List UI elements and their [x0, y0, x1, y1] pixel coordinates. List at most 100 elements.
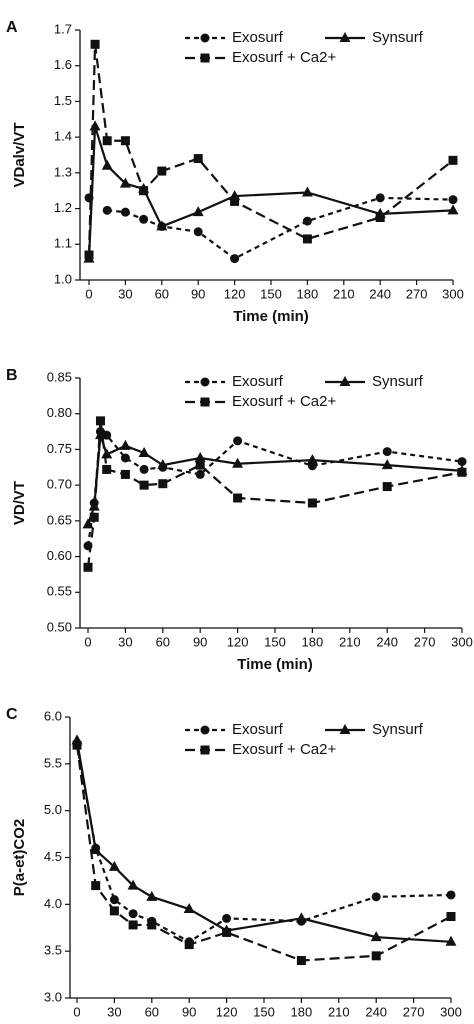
marker [375, 193, 385, 203]
y-tick-label: 5.0 [44, 802, 62, 817]
y-tick-label: 0.70 [47, 477, 72, 492]
y-tick-label: 4.0 [44, 896, 62, 911]
marker [230, 196, 240, 206]
x-tick-label: 120 [224, 286, 246, 301]
marker [233, 493, 243, 503]
x-tick-label: 60 [145, 1004, 159, 1019]
marker [296, 956, 306, 966]
marker [382, 447, 392, 457]
marker [302, 234, 312, 244]
x-tick-label: 180 [302, 634, 324, 649]
marker [457, 467, 467, 477]
x-tick-label: 180 [297, 286, 319, 301]
y-tick-label: 3.0 [44, 989, 62, 1004]
legend-marker [200, 377, 210, 387]
y-tick-label: 0.55 [47, 584, 72, 599]
x-tick-label: 270 [403, 1004, 425, 1019]
marker [184, 940, 194, 950]
marker [120, 207, 130, 217]
marker [82, 518, 94, 529]
marker [95, 416, 105, 426]
legend-marker [200, 725, 210, 735]
x-tick-label: 90 [193, 634, 207, 649]
marker [89, 120, 101, 131]
marker [108, 860, 120, 871]
y-tick-label: 1.0 [54, 271, 72, 286]
y-tick-label: 0.85 [47, 369, 72, 384]
x-tick-label: 30 [107, 1004, 121, 1019]
marker [120, 453, 130, 463]
panel-label: C [6, 706, 18, 723]
marker [371, 892, 381, 902]
legend-marker [200, 397, 210, 407]
x-tick-label: 240 [376, 634, 398, 649]
marker [445, 935, 457, 946]
y-tick-label: 0.65 [47, 512, 72, 527]
x-tick-label: 210 [333, 286, 355, 301]
y-tick-label: 1.4 [54, 129, 72, 144]
marker [72, 740, 82, 750]
marker [446, 912, 456, 922]
marker [128, 920, 138, 930]
marker [382, 482, 392, 492]
marker [120, 469, 130, 479]
x-tick-label: 270 [406, 286, 428, 301]
marker [183, 903, 195, 914]
x-tick-label: 210 [339, 634, 361, 649]
x-tick-label: 300 [451, 634, 473, 649]
x-tick-label: 60 [155, 286, 169, 301]
x-axis-title: Time (min) [237, 656, 313, 673]
legend-label: Synsurf [372, 721, 424, 738]
legend-label: Exosurf [232, 29, 284, 46]
y-axis-title: VDalv/VT [11, 122, 28, 187]
marker [302, 216, 312, 226]
legend-label: Exosurf [232, 373, 284, 390]
marker [90, 844, 102, 855]
marker [146, 890, 158, 901]
legend-label: Synsurf [372, 29, 424, 46]
x-tick-label: 120 [227, 634, 249, 649]
marker [381, 459, 393, 470]
marker [128, 909, 138, 919]
marker [139, 464, 149, 474]
y-axis-title: P(a-et)CO2 [11, 819, 28, 897]
marker [193, 227, 203, 237]
marker [192, 206, 204, 217]
marker [101, 159, 113, 170]
marker [448, 155, 458, 165]
y-tick-label: 1.6 [54, 57, 72, 72]
marker [102, 205, 112, 215]
marker [84, 250, 94, 260]
x-tick-label: 240 [365, 1004, 387, 1019]
x-tick-label: 240 [369, 286, 391, 301]
marker [127, 879, 139, 890]
x-tick-label: 60 [156, 634, 170, 649]
marker [157, 459, 169, 470]
marker [375, 213, 385, 222]
y-tick-label: 3.5 [44, 943, 62, 958]
legend-label: Exosurf [232, 721, 284, 738]
marker [156, 220, 168, 231]
x-tick-label: 0 [85, 286, 92, 301]
series-line [86, 420, 463, 568]
y-tick-label: 1.1 [54, 236, 72, 251]
x-tick-label: 30 [118, 286, 132, 301]
x-tick-label: 120 [216, 1004, 238, 1019]
marker [89, 512, 99, 522]
marker [222, 913, 232, 923]
y-tick-label: 1.5 [54, 93, 72, 108]
y-tick-label: 1.3 [54, 164, 72, 179]
marker [109, 906, 119, 916]
marker [119, 177, 131, 188]
marker [157, 166, 167, 176]
series-line [75, 740, 452, 943]
marker [230, 254, 240, 264]
marker [195, 469, 205, 479]
marker [102, 464, 112, 474]
y-tick-label: 6.0 [44, 708, 62, 723]
x-tick-label: 30 [118, 634, 132, 649]
marker [120, 136, 130, 146]
legend-label: Exosurf + Ca2+ [232, 49, 336, 66]
marker [232, 457, 244, 468]
legend-marker [200, 33, 210, 43]
